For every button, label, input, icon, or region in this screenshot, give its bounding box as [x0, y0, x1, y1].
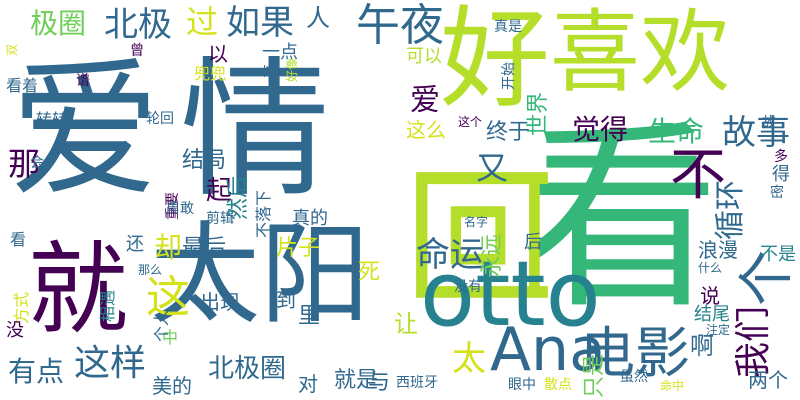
cloud-word-guaiyi: 一直 — [263, 64, 279, 92]
cloud-word-zheyang: 这样 — [74, 343, 147, 384]
cloud-word-buluoxia: 不落下 — [254, 189, 273, 238]
cloud-word-tai: 太 — [452, 339, 486, 379]
cloud-word-name: 那么 — [138, 263, 163, 277]
cloud-word-taiyang: 太阳 — [150, 211, 370, 339]
cloud-word-kan-small: 看 — [10, 230, 27, 249]
cloud-word-zhe-large: 这 — [146, 272, 190, 323]
cloud-word-rang: 让 — [394, 310, 418, 338]
cloud-word-shuo: 说 — [700, 284, 720, 308]
cloud-word-gushi: 故事 — [722, 113, 790, 153]
cloud-word-meide: 美的 — [152, 374, 192, 398]
cloud-word-lunhui: 轮回 — [146, 111, 174, 127]
cloud-word-yu: 与 — [368, 370, 391, 395]
cloud-word-zhenshi: 真是 — [494, 19, 522, 35]
cloud-word-mingzi: 名字 — [464, 215, 489, 229]
cloud-word-dao: 到 — [276, 288, 296, 312]
cloud-word-pu: 谱 — [76, 73, 90, 89]
cloud-word-ceng: 曾 — [130, 43, 144, 59]
cloud-word-mingzhong: 命中 — [660, 379, 685, 393]
cloud-word-xunhuan: 循环 — [713, 180, 748, 240]
cloud-word-ren: 人 — [306, 4, 330, 32]
cloud-word-xihuan: 喜欢 — [550, 0, 730, 105]
cloud-word-gu: 故 — [762, 115, 776, 131]
cloud-word-suiran: 虽然 — [620, 369, 648, 385]
cloud-word-duo: 多 — [774, 149, 788, 165]
cloud-word-jiquan: 极圈 — [30, 7, 87, 40]
cloud-word-zhege: 这个 — [458, 115, 483, 129]
cloud-word-meiyou: 没有 — [454, 279, 482, 295]
cloud-word-bu: 不 — [670, 143, 726, 208]
cloud-word-jiewei: 结尾 — [694, 304, 730, 325]
cloud-word-zhong: 中 — [162, 328, 179, 347]
cloud-word-mi: 密 — [770, 185, 784, 201]
cloud-word-aiqing-qing: 情 — [180, 44, 331, 218]
cloud-word-si: 死 — [358, 260, 381, 285]
cloud-word-zuihou: 最后 — [182, 236, 227, 261]
cloud-word-bushi: 不是 — [760, 244, 796, 265]
cloud-word-jieju: 结局 — [182, 148, 227, 173]
cloud-word-mei: 没 — [6, 320, 24, 341]
cloud-word-que: 却 — [154, 231, 183, 264]
cloud-word-piànzi: 片子 — [276, 236, 321, 261]
cloud-word-you: 又 — [476, 149, 509, 187]
cloud-word-youdian: 有点 — [8, 355, 65, 388]
cloud-word-ruguo: 如果 — [226, 3, 294, 43]
cloud-word-qi: 起 — [206, 176, 233, 206]
cloud-word-a: 啊 — [690, 332, 714, 360]
cloud-word-shijie: 世界 — [526, 91, 551, 136]
cloud-word-zhishi: 只是 — [582, 353, 607, 398]
cloud-word-kan: 看 — [520, 103, 721, 336]
cloud-word-sandian: 散点 — [544, 377, 572, 393]
cloud-word-yonggan: 勇敢 — [166, 201, 194, 217]
cloud-word-jiu: 就 — [28, 231, 128, 348]
cloud-word-mingyun: 命运 — [416, 235, 484, 275]
cloud-word-hao: 好 — [440, 0, 550, 123]
cloud-word-zhuanzhuan: 转转 — [36, 110, 69, 129]
cloud-word-kanzhe: 看着 — [6, 76, 39, 95]
cloud-word-aiqing-ai: 爱 — [10, 44, 161, 218]
cloud-word-yanzhong: 眼中 — [508, 377, 536, 393]
cloud-word-xiangyu: 相遇 — [98, 289, 117, 322]
cloud-word-zhende: 真的 — [292, 208, 328, 229]
cloud-word-otto: otto — [420, 242, 601, 347]
cloud-word-zhuding: 注定 — [706, 323, 731, 337]
cloud-word-shengming: 生命 — [648, 115, 705, 148]
cloud-word-douhui: 兜兜 — [194, 64, 227, 83]
cloud-word-zheme: 这么 — [406, 118, 446, 142]
cloud-word-li: 里 — [298, 304, 321, 329]
cloud-word-hui-small: 会 — [30, 155, 44, 171]
cloud-word-na: 那 — [8, 145, 41, 183]
cloud-word-beijiquan: 北极圈 — [208, 354, 287, 384]
cloud-word-yongyuan: 永远 — [480, 233, 505, 278]
cloud-word-haoxiang: 好像 — [285, 57, 299, 82]
cloud-word-jianji: 剪辑 — [206, 211, 234, 227]
cloud-word-dui: 对 — [298, 372, 318, 396]
cloud-word-xibanya: 西班牙 — [396, 375, 438, 391]
cloud-word-yi: 以 — [208, 42, 228, 66]
cloud-word-shuang: 双 — [5, 43, 19, 56]
cloud-word-keyi: 可以 — [406, 46, 442, 67]
cloud-word-dianying: 电影 — [580, 321, 691, 385]
cloud-word-geren: 个人 — [152, 309, 171, 342]
cloud-word-de: 得 — [772, 164, 790, 185]
cloud-word-lianggeren: 两个 — [748, 368, 788, 392]
cloud-word-jiushi: 就是 — [334, 368, 379, 393]
cloud-word-ai-small: 爱 — [410, 83, 440, 118]
cloud-word-zhongyu: 终于 — [486, 120, 531, 145]
cloud-word-ana: Ana — [490, 315, 606, 385]
cloud-word-beiji: 北极 — [104, 5, 172, 45]
cloud-word-hou: 后 — [524, 232, 542, 253]
cloud-word-juede: 觉得 — [572, 113, 629, 146]
cloud-word-wuye: 午夜 — [356, 0, 444, 51]
cloud-word-guo: 过 — [186, 3, 219, 41]
cloud-word-langman: 浪漫 — [698, 238, 738, 262]
cloud-word-yidian: 一点 — [262, 42, 298, 63]
cloud-word-kaishi: 开始 — [501, 62, 517, 90]
cloud-word-haishi: 还 — [126, 234, 144, 255]
cloud-word-chuxian: 出现 — [200, 290, 240, 314]
cloud-word-shenme: 什么 — [698, 261, 723, 275]
